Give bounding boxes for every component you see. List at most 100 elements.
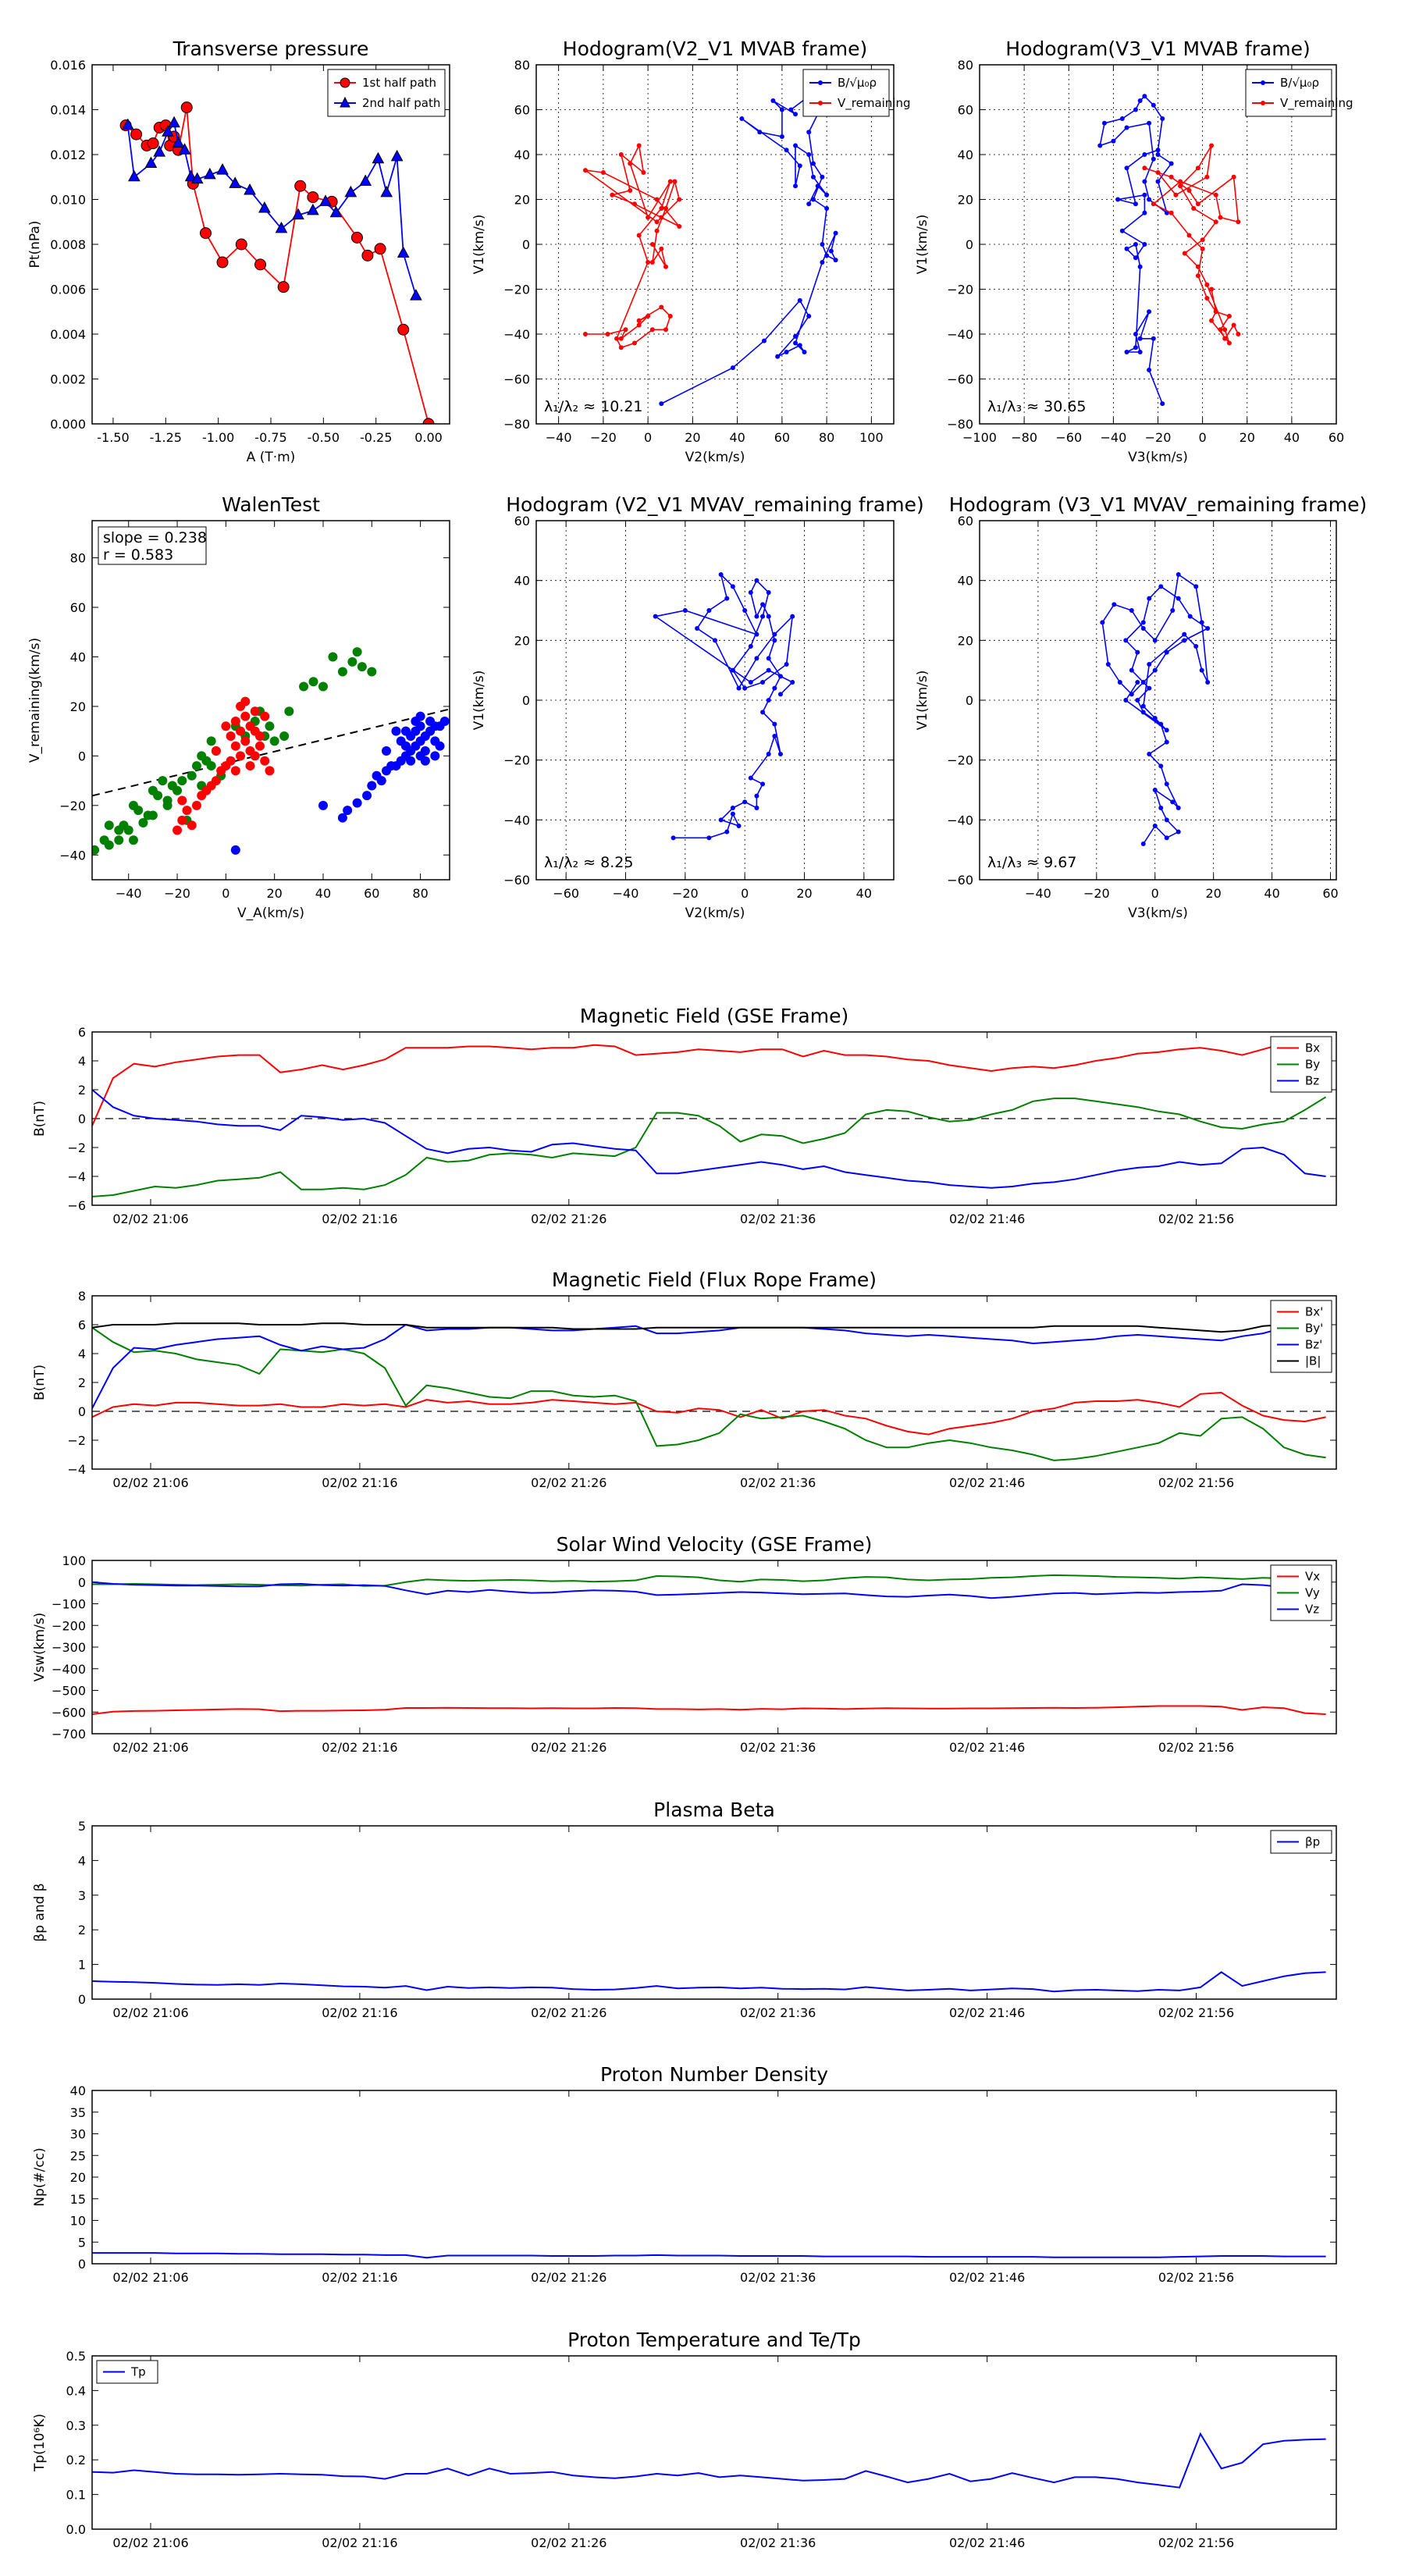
panel-title: Magnetic Field (Flux Rope Frame) (552, 1268, 877, 1291)
data-point (1097, 143, 1103, 148)
x-tick-label: −20 (164, 886, 190, 901)
data-point (367, 781, 377, 791)
data-point (168, 116, 180, 128)
data-point (1137, 264, 1143, 269)
axes-frame (91, 520, 450, 881)
data-point (144, 156, 158, 168)
data-point (1191, 206, 1197, 211)
data-point (104, 840, 114, 850)
y-tick-label: −300 (52, 1640, 86, 1655)
x-tick-label: 02/02 21:26 (531, 2005, 606, 2020)
y-axis-label: V1(km/s) (471, 671, 487, 731)
data-point (748, 775, 753, 781)
legend-label: |B| (1305, 1354, 1321, 1368)
data-point (221, 721, 231, 731)
data-point (649, 242, 655, 247)
data-point (748, 590, 753, 595)
data-point (236, 726, 246, 736)
data-point (742, 608, 748, 613)
data-point (742, 685, 748, 691)
data-point (1142, 210, 1147, 215)
x-axis: −60 −40 −20 0 20 40 (553, 521, 872, 901)
data-point (772, 632, 777, 637)
data-point (376, 776, 386, 786)
x-tick-label: 02/02 21:16 (322, 1212, 397, 1226)
data-point (1133, 345, 1138, 350)
x-tick-label: 40 (856, 886, 872, 901)
panel-ts1: Magnetic Field (GSE Frame)02/02 21:06 02/… (32, 1005, 1337, 1226)
x-tick-label: -0.25 (360, 430, 392, 445)
data-point (362, 791, 372, 801)
data-point (775, 354, 781, 359)
data-point (833, 230, 838, 236)
data-point (610, 192, 615, 197)
x-tick-label: 02/02 21:56 (1158, 2270, 1234, 2285)
y-tick-label: 6 (78, 1025, 86, 1040)
data-point (1140, 703, 1146, 709)
x-tick-label: -1.00 (202, 430, 234, 445)
x-tick-label: 0 (1199, 430, 1207, 445)
series-line-Np (92, 2252, 1326, 2259)
x-tick-label: −40 (546, 430, 572, 445)
x-tick-label: 0 (1151, 886, 1159, 901)
data-point (779, 134, 784, 139)
y-tick-label: 4 (78, 1347, 86, 1361)
plot-area (92, 2432, 1326, 2489)
data-point (187, 770, 197, 781)
y-axis: −40 −20 0 20 40 60 80 (59, 551, 450, 863)
data-point (1142, 165, 1147, 171)
x-tick-label: 02/02 21:16 (322, 1475, 397, 1490)
series-line-By (92, 1096, 1327, 1197)
y-axis-label: V1(km/s) (915, 671, 930, 731)
plot-area (92, 1321, 1326, 1461)
x-axis: 02/02 21:06 02/02 21:16 02/02 21:26 02/02 2… (112, 1826, 1234, 2020)
data-point (1147, 309, 1152, 315)
y-tick-label: 0.002 (50, 372, 86, 387)
y-tick-label: 40 (514, 148, 530, 162)
x-tick-label: 02/02 21:26 (531, 1475, 606, 1490)
data-point (294, 180, 307, 192)
data-point (292, 208, 304, 220)
data-point (784, 662, 789, 667)
data-point (400, 726, 411, 736)
y-tick-label: 40 (514, 574, 530, 589)
y-axis: −6 −4 −2 0 2 4 6 (67, 1025, 1336, 1213)
data-point (1152, 824, 1158, 828)
stats-text: slope = 0.238 (103, 529, 207, 546)
data-point (329, 205, 343, 218)
x-tick-label: 02/02 21:26 (531, 1740, 606, 1755)
x-axis: 02/02 21:06 02/02 21:16 02/02 21:26 02/02 2… (112, 1032, 1234, 1226)
data-point (250, 706, 260, 717)
data-point (754, 806, 759, 810)
x-tick-label: 02/02 21:56 (1158, 1475, 1234, 1490)
panel-walen: WalenTest −40 −20 0 20 40 60 80 V_A(km/s) −40 −20 0… (27, 493, 450, 921)
data-point (1112, 602, 1117, 607)
data-point (162, 125, 174, 137)
data-point (1195, 201, 1200, 207)
data-point (820, 242, 825, 247)
data-point (636, 322, 642, 328)
y-tick-label: 40 (958, 148, 973, 162)
data-point (766, 590, 771, 595)
x-tick-label: 40 (1264, 886, 1279, 901)
data-point (713, 638, 717, 643)
y-tick-label: 0 (78, 749, 86, 763)
data-point (1140, 680, 1146, 685)
data-point (1236, 332, 1241, 336)
data-point (359, 174, 372, 186)
data-point (760, 680, 766, 685)
series-line (1099, 95, 1172, 404)
x-tick-label: 100 (859, 430, 884, 445)
data-point (677, 224, 682, 229)
legend-marker (1261, 80, 1265, 85)
data-point (1137, 350, 1143, 354)
series-line (585, 143, 681, 349)
data-point (1129, 608, 1134, 613)
series-line-Vy (92, 1574, 1326, 1587)
x-tick-label: 0.00 (414, 430, 443, 445)
data-point (1195, 264, 1200, 269)
data-point (1147, 596, 1152, 601)
y-tick-label: 0.006 (50, 283, 86, 297)
eigenvalue-ratio: λ₁/λ₂ ≈ 10.21 (544, 398, 643, 415)
